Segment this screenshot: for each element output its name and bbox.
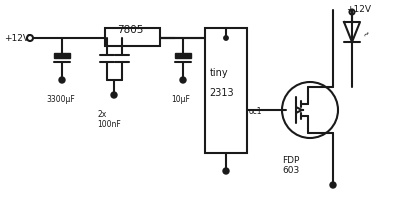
Bar (175, 53, 191, 58)
Circle shape (223, 168, 229, 174)
Circle shape (224, 36, 228, 40)
Text: 2x
100nF: 2x 100nF (97, 110, 121, 129)
Text: 2313: 2313 (209, 88, 234, 98)
Text: ~: ~ (361, 28, 372, 40)
Circle shape (330, 182, 336, 188)
Circle shape (180, 77, 186, 83)
Bar (105, 28, 160, 46)
Circle shape (59, 77, 65, 83)
Circle shape (111, 92, 117, 98)
Text: +12V: +12V (4, 34, 29, 43)
Text: 10μF: 10μF (171, 95, 190, 104)
Text: 3300μF: 3300μF (46, 95, 75, 104)
Text: oc1: oc1 (249, 107, 263, 116)
Text: 7805: 7805 (117, 25, 143, 35)
Text: +12V: +12V (346, 5, 371, 14)
Bar (54, 53, 70, 58)
Text: FDP
603: FDP 603 (282, 156, 299, 175)
Text: tiny: tiny (210, 68, 228, 78)
Bar (205, 28, 247, 153)
